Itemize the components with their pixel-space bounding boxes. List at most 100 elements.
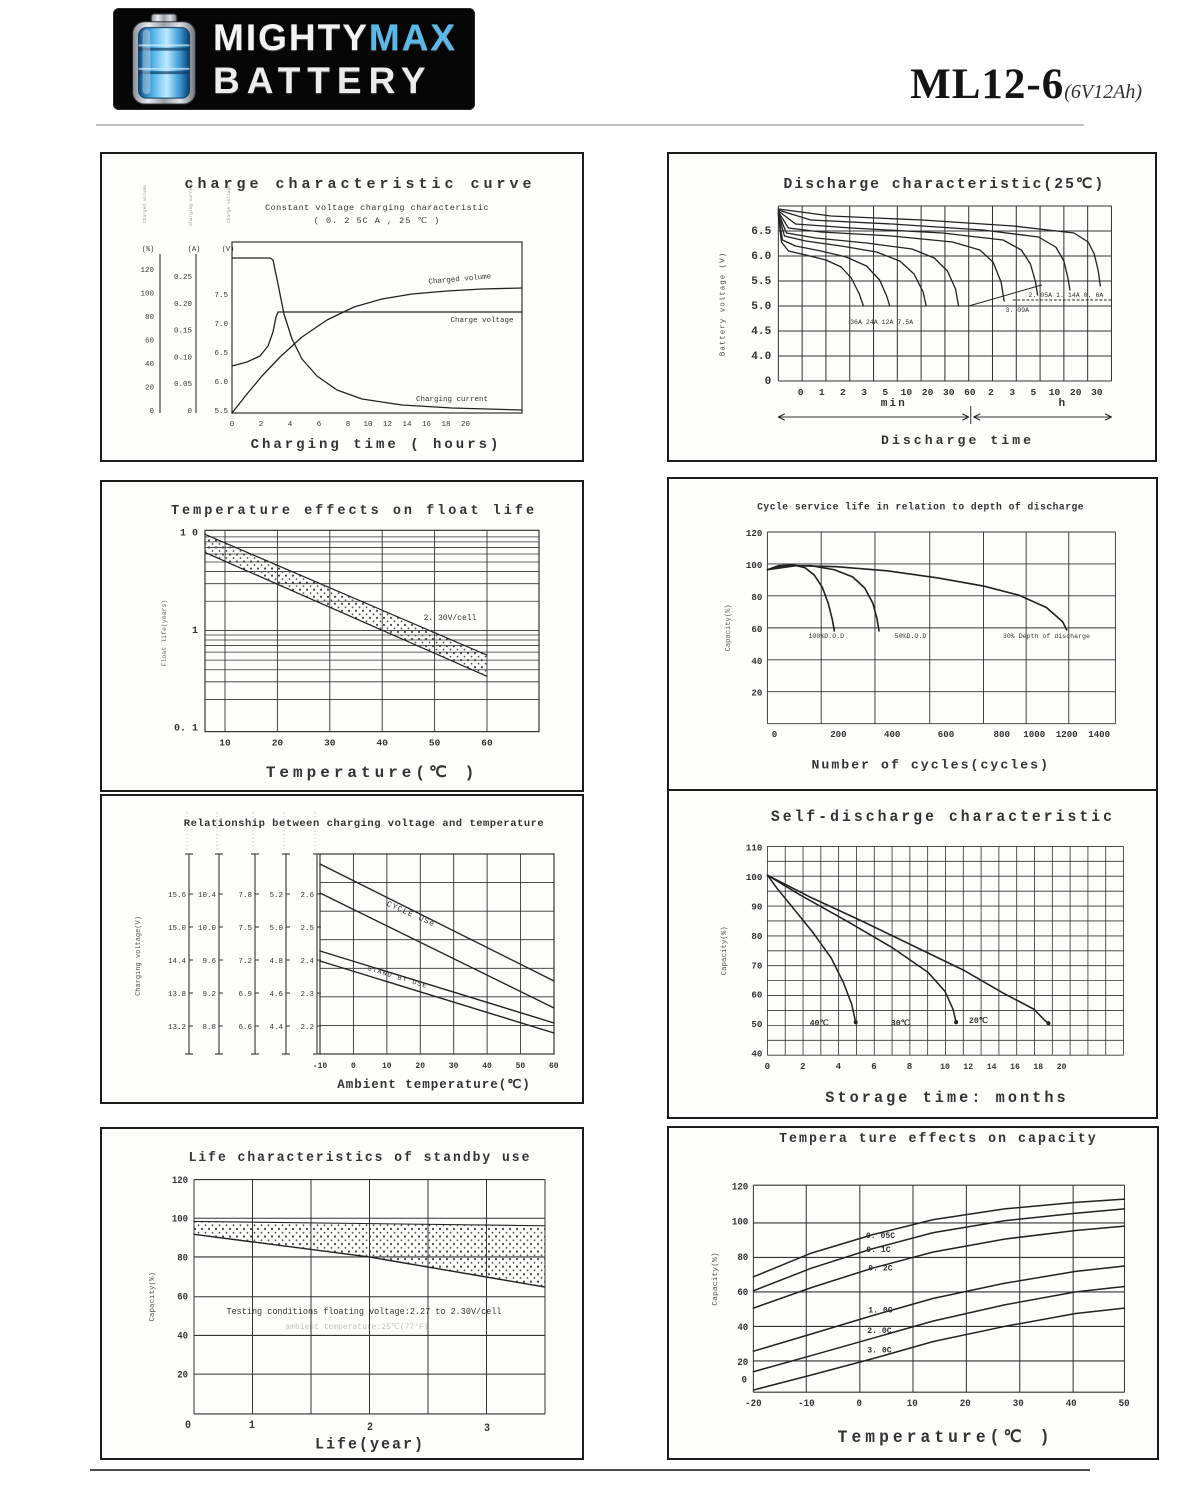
chart-panel-temperature-capacity: 120 100 80 60 40 20 -20 -10 0 10 20 30 40 50 Tempera t… <box>667 1126 1159 1460</box>
y-tick-label: 10.4 <box>198 892 217 900</box>
y-tick-label: 13.2 <box>168 1024 186 1032</box>
chart-text: 30℃ <box>891 1018 910 1028</box>
grid <box>193 1178 546 1415</box>
y-tick-label: 20 <box>177 1369 188 1380</box>
y-tick-label: 70 <box>751 960 762 971</box>
x-axis-title: Discharge time <box>881 433 1034 448</box>
y-tick-label: 6.6 <box>238 1024 252 1032</box>
curves <box>231 257 523 414</box>
x-tick-label: -10 <box>798 1398 815 1409</box>
y-tick-label: 7.8 <box>238 892 252 900</box>
y-tick-label: 2.5 <box>300 925 314 933</box>
labels: 1201008060402000.250.200.150.100.0507.57… <box>140 176 531 453</box>
y-tick-label: 5.5 <box>214 408 228 416</box>
y-tick-label: 120 <box>172 1174 189 1185</box>
x-tick-label: 20 <box>960 1398 971 1409</box>
chart-text: (V) <box>222 246 235 254</box>
x-tick-label: 30 <box>1013 1398 1024 1409</box>
y-tick-label: 8.8 <box>202 1024 216 1032</box>
x-tick-label: -20 <box>745 1398 762 1409</box>
chart-text: Charged volume <box>142 185 148 223</box>
curves <box>766 874 1051 1026</box>
chart-text: 30% Depth of discharge <box>1003 632 1090 640</box>
axes <box>204 529 540 733</box>
x-tick-label: 10 <box>901 387 913 398</box>
axes <box>778 406 1112 424</box>
x-tick-label: 20 <box>1057 1063 1067 1072</box>
y-tick-label: 80 <box>751 592 762 603</box>
chart-panel-self-discharge: 110 100 90 80 70 60 50 40 0 2 4 6 8 10 12 14 16 18 20 Self-… <box>667 789 1158 1119</box>
x-tick-label: 1200 <box>1056 729 1078 740</box>
chart-title: Discharge characteristic(25℃) <box>784 176 1106 193</box>
y-tick-label: 60 <box>751 624 762 635</box>
chart-text: 2 <box>367 1422 373 1434</box>
y-tick-label: 40 <box>145 361 155 369</box>
chart-panel-float-life: 1 0 1 0. 1 10 20 30 40 50 60 Temperature effects … <box>100 480 584 792</box>
y-tick-label: 5.0 <box>269 925 283 933</box>
model-number: ML12-6 <box>910 61 1065 108</box>
chart-text: h <box>1059 398 1066 410</box>
x-tick-label: 3 <box>1009 387 1015 398</box>
y-tick-label: 80 <box>145 314 155 322</box>
chart-text: ··········· <box>184 811 191 851</box>
chart-panel-charge-characteristic: 120 100 80 60 40 20 0 0.25 0.20 0.15 0.10 0.05 0 7.5 7… <box>100 152 584 462</box>
x-tick-label: 400 <box>884 729 900 740</box>
axes <box>159 241 523 414</box>
x-tick-label: 10 <box>219 738 231 749</box>
y-tick-label: 60 <box>145 338 155 346</box>
x-tick-label: 0 <box>230 421 235 429</box>
y-tick-label: 13.8 <box>168 991 186 999</box>
x-tick-label: 20 <box>922 387 934 398</box>
y-tick-label: 100 <box>732 1216 749 1227</box>
labels: 120 100 80 60 40 20 -20 -10 0 10 20 30 40 50 Tempera t… <box>711 1132 1130 1448</box>
x-tick-label: 16 <box>1010 1063 1020 1072</box>
chart-title: Self-discharge characteristic <box>771 808 1115 826</box>
x-tick-label: 0 <box>798 387 804 398</box>
header-divider <box>96 124 1084 126</box>
y-tick-label: 15.0 <box>168 925 187 933</box>
chart-text: 0 <box>772 729 777 740</box>
chart-text: 3 <box>484 1423 490 1435</box>
logo-line1: MIGHTYMAX <box>213 19 457 56</box>
x-tick-label: 50 <box>429 738 441 749</box>
charge-characteristic-chart: 1201008060402000.250.200.150.100.0507.57… <box>140 176 531 453</box>
x-tick-label: 12 <box>963 1063 973 1072</box>
grid <box>767 845 1124 1056</box>
axes <box>185 853 555 1055</box>
chart-text: 2. 30V/cell <box>424 614 477 623</box>
grid <box>766 531 1116 725</box>
self-discharge-chart: 110 100 90 80 70 60 50 400 2 4 6 8 10 12 14 16 18 20 Self-… <box>721 808 1124 1107</box>
x-tick-label: 30 <box>449 1062 459 1071</box>
charging-voltage-temperature-chart: 15.6 15.0 14.4 13.8 13.2 10.4 10.0 9.6 9.2 8.8 7.8… <box>135 811 559 1092</box>
x-tick-label: 20 <box>1070 387 1082 398</box>
y-tick-label: 6.9 <box>238 991 252 999</box>
x-tick-label: 5 <box>1031 387 1037 398</box>
x-tick-label: 30 <box>943 387 955 398</box>
chart-text: ··········· <box>250 811 257 851</box>
chart-text: ··········· <box>312 811 319 851</box>
y-tick-label: 80 <box>751 931 762 942</box>
y-tick-label: 120 <box>732 1181 749 1192</box>
y-tick-label: 4.8 <box>269 958 283 966</box>
y-tick-label: 40 <box>177 1330 188 1341</box>
temperature-capacity-chart: 120 100 80 60 40 20 -20 -10 0 10 20 30 40 50 Tempera t… <box>711 1132 1130 1448</box>
chart-title: Temperature effects on float life <box>171 504 537 519</box>
y-tick-label: 60 <box>177 1291 188 1302</box>
logo-mighty: MIGHTY <box>213 17 369 58</box>
x-tick-label: 30 <box>1091 387 1103 398</box>
labels: 1 0 1 0. 1 10 20 30 40 50 60 Temperature effects … <box>161 504 537 782</box>
chart-text: 0. 2C <box>868 1263 892 1273</box>
x-tick-label: 20 <box>272 738 284 749</box>
x-tick-label: 600 <box>938 729 954 740</box>
y-tick-label: 80 <box>737 1252 748 1263</box>
x-axis-title: Storage time: months <box>825 1089 1068 1107</box>
bands <box>194 1221 545 1288</box>
x-tick-label: 50 <box>516 1062 526 1071</box>
y-tick-label: 5.2 <box>269 892 283 900</box>
x-tick-label: 50 <box>1119 1398 1130 1409</box>
x-tick-label: 5 <box>882 387 888 398</box>
curves <box>777 208 1112 421</box>
x-tick-label: 4 <box>836 1061 842 1072</box>
